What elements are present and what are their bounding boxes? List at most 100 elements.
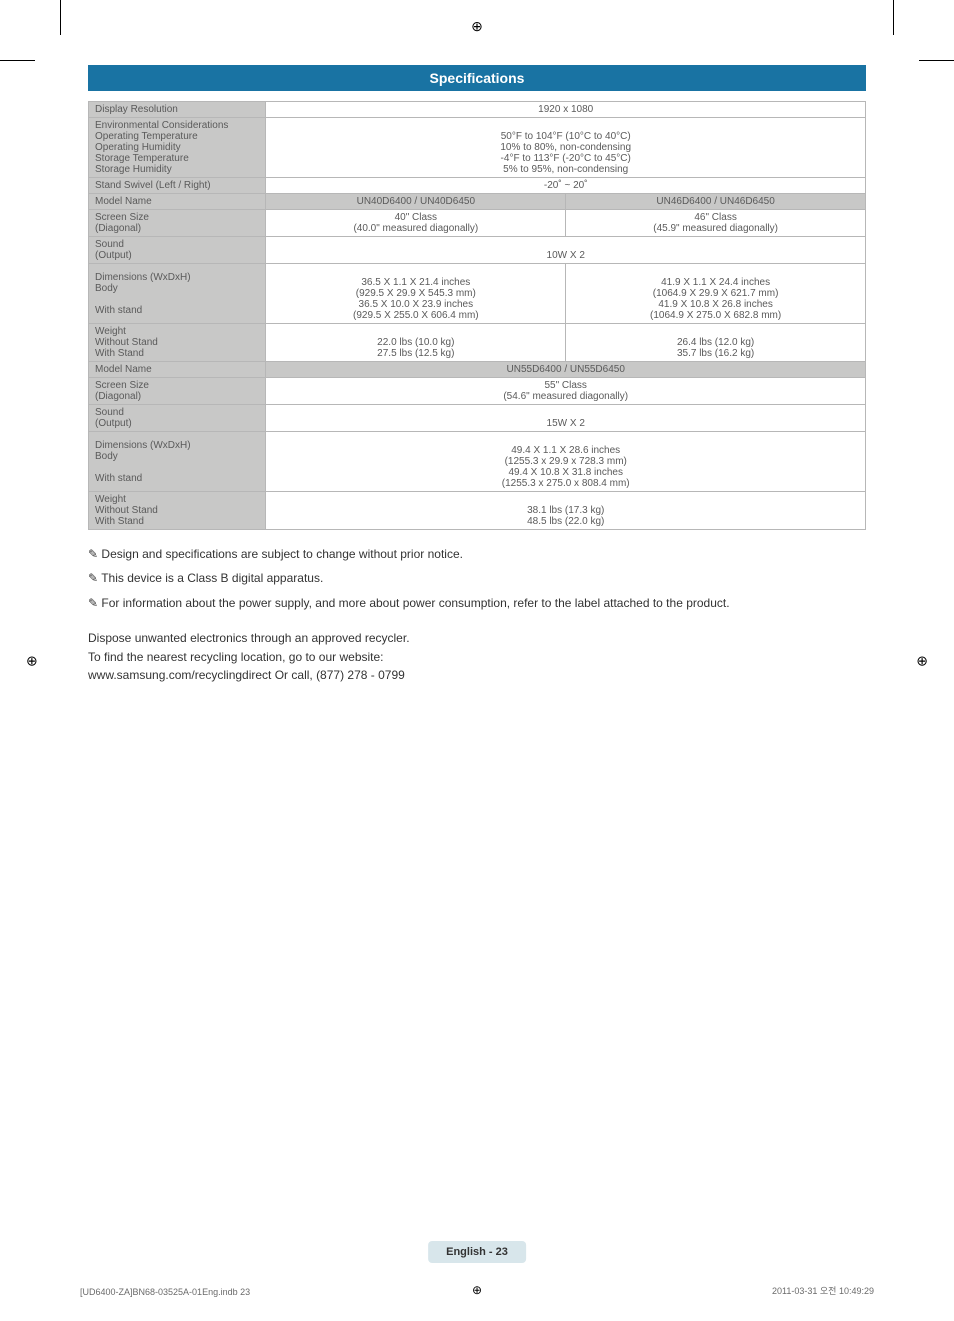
value-line: 36.5 X 1.1 X 21.4 inches (361, 277, 470, 288)
row-label: Dimensions (WxDxH) Body With stand (89, 264, 266, 324)
table-row: Sound (Output) 10W X 2 (89, 237, 866, 264)
row-value: 26.4 lbs (12.0 kg) 35.7 lbs (16.2 kg) (566, 324, 866, 362)
table-row: Screen Size (Diagonal) 40" Class (40.0" … (89, 210, 866, 237)
row-value: 49.4 X 1.1 X 28.6 inches (1255.3 x 29.9 … (266, 432, 866, 492)
label-line: Environmental Considerations (95, 120, 228, 131)
value-line: (929.5 X 29.9 X 545.3 mm) (356, 288, 476, 299)
dispose-block: Dispose unwanted electronics through an … (88, 629, 866, 685)
row-value: 1920 x 1080 (266, 102, 866, 118)
value-line: 48.5 lbs (22.0 kg) (527, 516, 604, 527)
value-line: 40" Class (395, 212, 437, 223)
label-line: Weight (95, 326, 126, 337)
label-line: Dimensions (WxDxH) (95, 440, 191, 451)
value-line: 15W X 2 (547, 418, 585, 429)
table-row: Environmental Considerations Operating T… (89, 118, 866, 178)
value-line: (1255.3 x 29.9 x 728.3 mm) (505, 456, 627, 467)
value-line: (40.0" measured diagonally) (353, 223, 478, 234)
specifications-table: Display Resolution 1920 x 1080 Environme… (88, 101, 866, 530)
row-value: -20˚ ~ 20˚ (266, 178, 866, 194)
label-line: Body (95, 283, 118, 294)
row-value: 10W X 2 (266, 237, 866, 264)
value-line: 36.5 X 10.0 X 23.9 inches (359, 299, 474, 310)
value-line: 26.4 lbs (12.0 kg) (677, 337, 754, 348)
row-value: 22.0 lbs (10.0 kg) 27.5 lbs (12.5 kg) (266, 324, 566, 362)
value-line: (1064.9 X 275.0 X 682.8 mm) (650, 310, 781, 321)
row-label: Model Name (89, 194, 266, 210)
value-line: (54.6" measured diagonally) (503, 391, 628, 402)
label-line: Operating Humidity (95, 142, 181, 153)
label-line: Sound (95, 407, 124, 418)
table-row: Dimensions (WxDxH) Body With stand 36.5 … (89, 264, 866, 324)
table-row: Sound (Output) 15W X 2 (89, 405, 866, 432)
note-item: ✎ Design and specifications are subject … (88, 544, 866, 564)
registration-mark-icon: ⊕ (916, 652, 928, 669)
label-line: With stand (95, 305, 142, 316)
footer-filename: [UD6400-ZA]BN68-03525A-01Eng.indb 23 (80, 1287, 250, 1297)
footer-timestamp: 2011-03-31 오전 10:49:29 (772, 1284, 874, 1297)
note-text: For information about the power supply, … (101, 596, 729, 610)
row-label: Model Name (89, 362, 266, 378)
row-value: UN55D6400 / UN55D6450 (266, 362, 866, 378)
label-line: Body (95, 451, 118, 462)
note-item: ✎ This device is a Class B digital appar… (88, 568, 866, 588)
table-row: Weight Without Stand With Stand 22.0 lbs… (89, 324, 866, 362)
row-label: Weight Without Stand With Stand (89, 324, 266, 362)
label-line: Operating Temperature (95, 131, 198, 142)
dispose-line: Dispose unwanted electronics through an … (88, 631, 410, 645)
label-line: With stand (95, 473, 142, 484)
value-line: 41.9 X 1.1 X 24.4 inches (661, 277, 770, 288)
value-line: 55" Class (544, 380, 586, 391)
label-line: (Diagonal) (95, 391, 141, 402)
value-line: -4°F to 113°F (-20°C to 45°C) (501, 153, 631, 164)
note-icon: ✎ (88, 596, 98, 610)
row-label: Stand Swivel (Left / Right) (89, 178, 266, 194)
value-line: 49.4 X 10.8 X 31.8 inches (508, 467, 623, 478)
table-row: Stand Swivel (Left / Right) -20˚ ~ 20˚ (89, 178, 866, 194)
row-value: 55" Class (54.6" measured diagonally) (266, 378, 866, 405)
note-icon: ✎ (88, 547, 98, 561)
row-value: 15W X 2 (266, 405, 866, 432)
value-line: 35.7 lbs (16.2 kg) (677, 348, 754, 359)
value-line: 46" Class (694, 212, 736, 223)
crop-mark (893, 0, 894, 35)
row-label: Dimensions (WxDxH) Body With stand (89, 432, 266, 492)
value-line: (45.9" measured diagonally) (653, 223, 778, 234)
dispose-line: To find the nearest recycling location, … (88, 650, 384, 664)
value-line: 5% to 95%, non-condensing (503, 164, 628, 175)
label-line: Storage Humidity (95, 164, 172, 175)
note-text: Design and specifications are subject to… (101, 547, 463, 561)
row-value: 38.1 lbs (17.3 kg) 48.5 lbs (22.0 kg) (266, 492, 866, 530)
note-icon: ✎ (88, 571, 98, 585)
value-line: 41.9 X 10.8 X 26.8 inches (658, 299, 773, 310)
row-label: Environmental Considerations Operating T… (89, 118, 266, 178)
row-label: Screen Size (Diagonal) (89, 210, 266, 237)
label-line: With Stand (95, 516, 144, 527)
section-title: Specifications (88, 65, 866, 91)
value-line: 49.4 X 1.1 X 28.6 inches (511, 445, 620, 456)
row-value: 36.5 X 1.1 X 21.4 inches (929.5 X 29.9 X… (266, 264, 566, 324)
notes-block: ✎ Design and specifications are subject … (88, 544, 866, 613)
row-label: Sound (Output) (89, 405, 266, 432)
label-line: Without Stand (95, 505, 158, 516)
value-line: 10W X 2 (547, 250, 585, 261)
crop-mark (60, 0, 61, 35)
row-value: 41.9 X 1.1 X 24.4 inches (1064.9 X 29.9 … (566, 264, 866, 324)
label-line: Screen Size (95, 212, 149, 223)
value-line: (929.5 X 255.0 X 606.4 mm) (353, 310, 479, 321)
value-line: 38.1 lbs (17.3 kg) (527, 505, 604, 516)
label-line: Weight (95, 494, 126, 505)
note-text: This device is a Class B digital apparat… (101, 571, 323, 585)
label-line: Screen Size (95, 380, 149, 391)
label-line: (Diagonal) (95, 223, 141, 234)
row-value: UN40D6400 / UN40D6450 (266, 194, 566, 210)
crop-mark (0, 60, 35, 61)
label-line: Sound (95, 239, 124, 250)
label-line: Dimensions (WxDxH) (95, 272, 191, 283)
row-label: Display Resolution (89, 102, 266, 118)
table-row: Dimensions (WxDxH) Body With stand 49.4 … (89, 432, 866, 492)
value-line: 27.5 lbs (12.5 kg) (377, 348, 454, 359)
value-line: 22.0 lbs (10.0 kg) (377, 337, 454, 348)
page: ⊕ ⊕ ⊕ Specifications Display Resolution … (0, 0, 954, 1321)
label-line: (Output) (95, 418, 132, 429)
row-value: 40" Class (40.0" measured diagonally) (266, 210, 566, 237)
